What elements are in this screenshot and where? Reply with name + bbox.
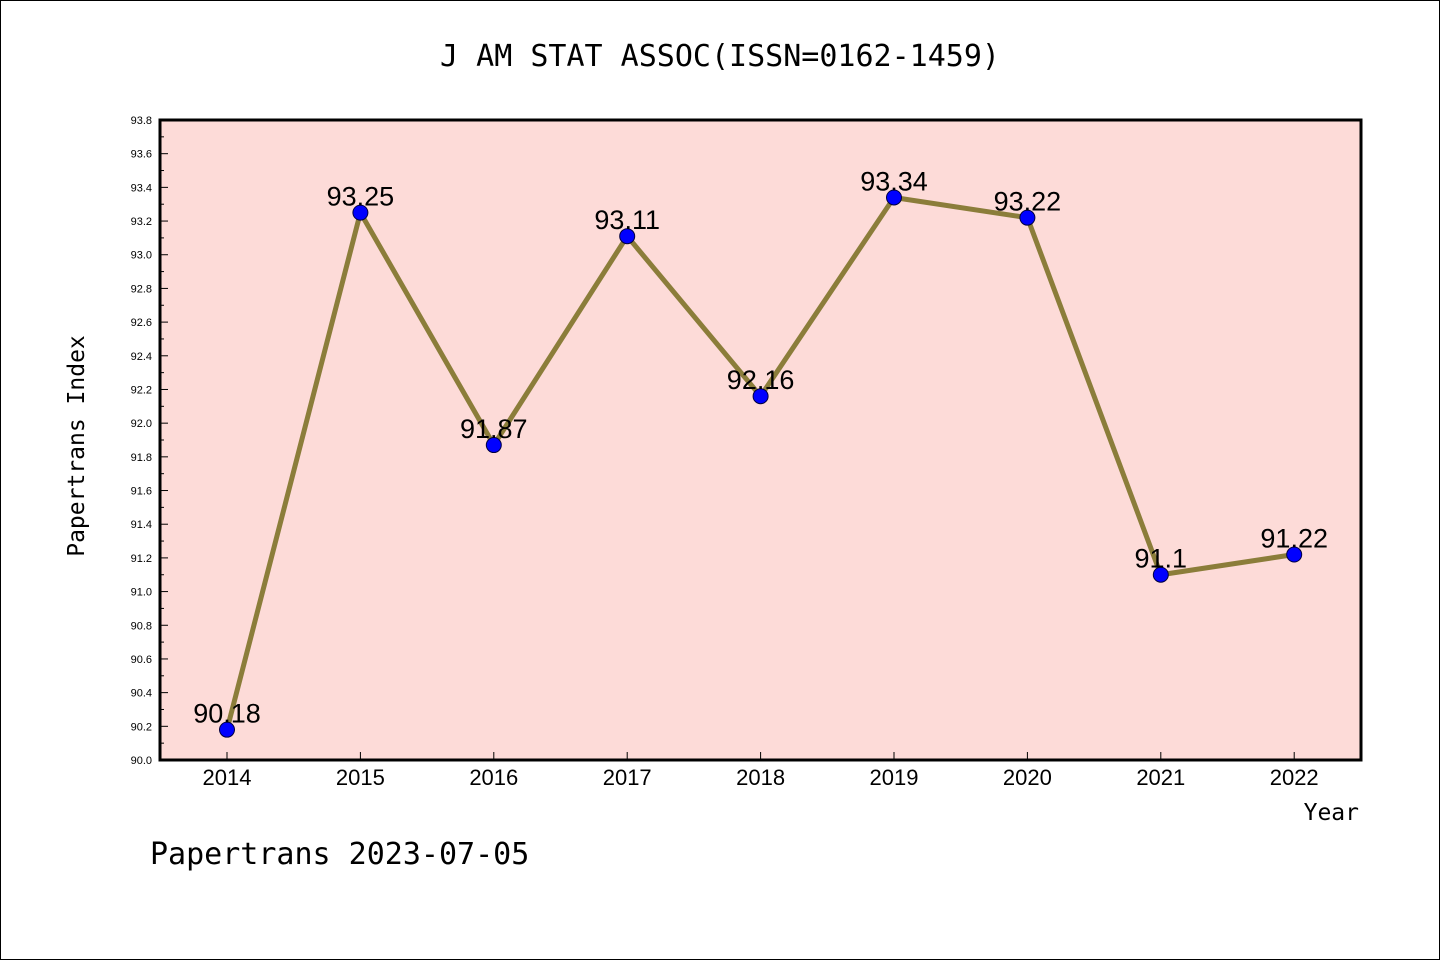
y-tick-label: 92.4 bbox=[131, 351, 152, 363]
data-label: 91.87 bbox=[460, 414, 528, 444]
y-tick-label: 93.8 bbox=[131, 115, 152, 127]
y-tick-label: 93.0 bbox=[131, 250, 152, 262]
x-tick-label: 2015 bbox=[336, 765, 385, 790]
y-tick-label: 90.6 bbox=[131, 654, 152, 666]
y-tick-label: 90.8 bbox=[131, 620, 152, 632]
x-axis: 2014 2015 2016 2017 2018 2019 2020 2021 2022 bbox=[203, 752, 1319, 790]
data-point bbox=[886, 189, 902, 206]
x-tick-label: 2021 bbox=[1136, 765, 1185, 790]
x-tick-label: 2014 bbox=[203, 765, 252, 790]
data-label: 91.22 bbox=[1260, 524, 1328, 554]
data-point bbox=[485, 437, 502, 454]
x-tick-label: 2017 bbox=[603, 765, 652, 790]
plot-area bbox=[160, 120, 1361, 760]
y-tick-label: 91.4 bbox=[131, 519, 152, 531]
data-label: 93.25 bbox=[327, 182, 395, 212]
y-tick-label: 92.8 bbox=[131, 283, 152, 295]
y-tick-label: 92.0 bbox=[131, 418, 152, 430]
data-label: 90.18 bbox=[193, 699, 261, 729]
y-tick-label: 93.4 bbox=[131, 182, 152, 194]
data-label: 93.11 bbox=[594, 205, 660, 235]
data-point bbox=[1152, 566, 1169, 583]
data-label: 91.1 bbox=[1135, 544, 1188, 574]
x-tick-label: 2018 bbox=[736, 765, 785, 790]
y-tick-label: 93.6 bbox=[131, 149, 152, 161]
chart-title: J AM STAT ASSOC(ISSN=0162-1459) bbox=[440, 39, 1000, 74]
plot-border bbox=[158, 118, 1363, 762]
data-label: 93.22 bbox=[994, 187, 1062, 217]
y-tick-label: 91.8 bbox=[131, 452, 152, 464]
x-tick-label: 2020 bbox=[1003, 765, 1052, 790]
y-tick-label: 91.6 bbox=[131, 486, 152, 498]
data-point bbox=[1286, 546, 1303, 563]
y-tick-label: 90.2 bbox=[131, 721, 152, 733]
data-point bbox=[752, 388, 769, 405]
y-tick-label: 93.2 bbox=[131, 216, 152, 228]
data-point bbox=[619, 228, 636, 245]
y-tick-label: 90.4 bbox=[131, 688, 152, 700]
x-tick-label: 2019 bbox=[870, 765, 919, 790]
data-label: 93.34 bbox=[860, 166, 928, 196]
data-point bbox=[352, 204, 369, 221]
y-tick-label: 92.2 bbox=[131, 384, 152, 396]
data-label: 92.16 bbox=[727, 365, 795, 395]
y-tick-label: 90.0 bbox=[131, 755, 152, 767]
footer-caption: Papertrans 2023-07-05 bbox=[150, 837, 529, 872]
y-tick-label: 92.6 bbox=[131, 317, 152, 329]
x-tick-label: 2016 bbox=[469, 765, 518, 790]
y-tick-label: 91.2 bbox=[131, 553, 152, 565]
y-tick-label: 91.0 bbox=[131, 587, 152, 599]
y-axis-title: Papertrans Index bbox=[64, 335, 90, 557]
x-tick-label: 2022 bbox=[1270, 765, 1319, 790]
x-axis-title: Year bbox=[1304, 800, 1359, 826]
data-point bbox=[1019, 209, 1036, 226]
data-points-group bbox=[219, 189, 1303, 738]
data-point bbox=[219, 721, 235, 738]
data-labels-group: 90.18 93.25 91.87 93.11 92.16 93.34 93.22 91.1 9… bbox=[193, 166, 1328, 728]
